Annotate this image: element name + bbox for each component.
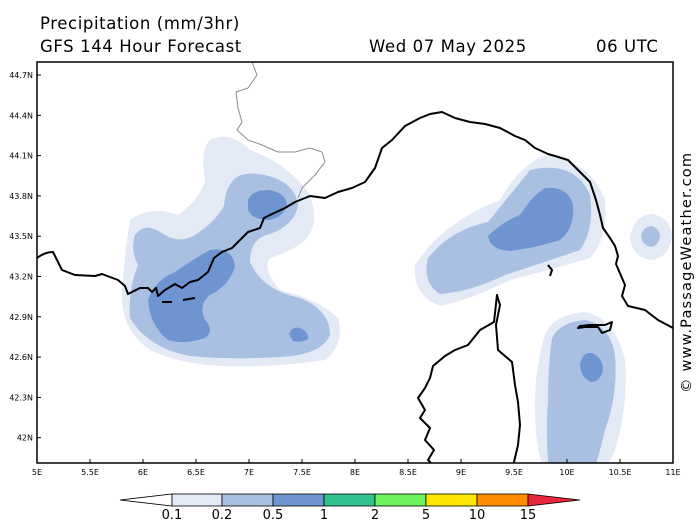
- border-france-italy: [235, 62, 326, 199]
- precip-area-0.5-east: [488, 187, 574, 251]
- legend-label: 15: [519, 508, 537, 523]
- lon-tick-label: 6E: [138, 468, 148, 477]
- lat-tick-label: 43.8N: [9, 192, 33, 201]
- longitude-axis: 5E 5.5E 6E 6.5E 7E 7.5E 8E 8.5E 9E 9.5E 10E 10.5E 11…: [32, 459, 681, 477]
- lon-tick-label: 6.5E: [187, 468, 205, 477]
- credit-text: © www.PassageWeather.com: [679, 151, 695, 393]
- lon-tick-label: 7.5E: [293, 468, 311, 477]
- lon-tick-label: 7E: [244, 468, 254, 477]
- lat-tick-label: 42.9N: [9, 313, 33, 322]
- coast-france-italy: [37, 111, 673, 329]
- legend-swatch: [171, 493, 223, 507]
- precip-area-0.2-corsica: [546, 320, 616, 463]
- legend-swatch: [527, 493, 581, 507]
- forecast-time: 06 UTC: [596, 37, 659, 56]
- precip-area-0.2-ligurian: [641, 226, 660, 247]
- coast-small-island-3: [162, 297, 196, 303]
- coast-corsica: [417, 294, 521, 463]
- map-layers: [37, 62, 673, 463]
- legend-label: 0.5: [262, 508, 284, 523]
- lon-tick-label: 5E: [32, 468, 42, 477]
- lat-tick-label: 43.5N: [9, 232, 33, 241]
- lat-tick-label: 43.2N: [9, 273, 33, 282]
- lon-tick-label: 10.5E: [609, 468, 632, 477]
- legend-swatch: [119, 493, 173, 507]
- lat-tick-label: 44.7N: [9, 71, 33, 80]
- legend-label: 0.1: [161, 508, 183, 523]
- lat-tick-label: 42N: [17, 434, 33, 443]
- lat-tick-label: 42.3N: [9, 393, 33, 402]
- lon-tick-label: 8E: [350, 468, 360, 477]
- lon-tick-label: 9E: [456, 468, 466, 477]
- coastlines: [37, 111, 673, 463]
- lat-tick-label: 42.6N: [9, 353, 33, 362]
- legend-swatch: [425, 493, 478, 507]
- lon-tick-label: 8.5E: [399, 468, 417, 477]
- precip-area-0.5-south: [289, 327, 309, 342]
- legend-label: 5: [421, 508, 431, 523]
- legend-swatch: [323, 493, 376, 507]
- precip-layer-0.5: [148, 187, 603, 382]
- precipitation-legend: [119, 493, 581, 507]
- latitude-axis: 44.7N 44.4N 44.1N 43.8N 43.5N 43.2N 42.9N 42.6N…: [9, 71, 41, 443]
- chart-title: Precipitation (mm/3hr): [40, 14, 240, 33]
- legend-label: 2: [370, 508, 380, 523]
- lon-tick-label: 11E: [665, 468, 680, 477]
- chart-subtitle: GFS 144 Hour Forecast: [40, 37, 242, 56]
- precip-area-0.5-corsica: [580, 352, 603, 382]
- coast-small-island-1: [547, 264, 553, 277]
- legend-swatch: [374, 493, 427, 507]
- lon-tick-label: 9.5E: [505, 468, 523, 477]
- legend-swatch: [476, 493, 529, 507]
- legend-label: 10: [468, 508, 486, 523]
- precip-area-0.5-west: [148, 249, 235, 343]
- legend-label: 0.2: [211, 508, 233, 523]
- lat-tick-label: 44.1N: [9, 152, 33, 161]
- coast-small-island-2: [577, 321, 613, 334]
- lat-tick-label: 44.4N: [9, 111, 33, 120]
- lon-tick-label: 10E: [559, 468, 574, 477]
- lon-tick-label: 5.5E: [81, 468, 99, 477]
- legend-swatch: [272, 493, 325, 507]
- forecast-date: Wed 07 May 2025: [369, 37, 527, 56]
- legend-label: 1: [319, 508, 329, 523]
- legend-swatch: [221, 493, 274, 507]
